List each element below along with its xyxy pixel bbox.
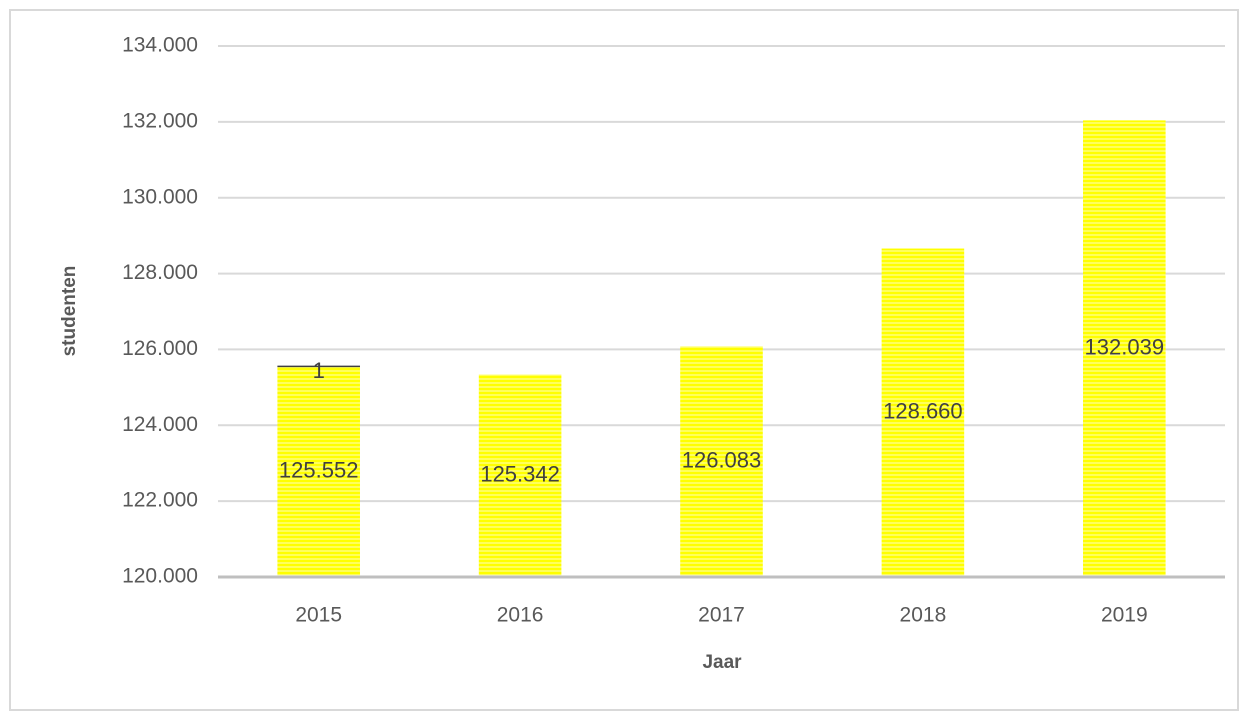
y-tick-label: 134.000 <box>122 34 198 57</box>
x-tick-label: 2019 <box>1101 604 1148 627</box>
value-label: 128.660 <box>883 399 963 424</box>
bar <box>478 374 562 577</box>
bar <box>680 346 763 577</box>
chart-border <box>9 9 1239 711</box>
y-tick-label: 130.000 <box>122 185 198 208</box>
bar <box>1083 120 1166 577</box>
x-tick-label: 2017 <box>698 604 745 627</box>
annotation: 1 <box>313 358 325 383</box>
value-label: 126.083 <box>682 447 762 472</box>
x-tick-label: 2018 <box>900 604 947 627</box>
x-tick-label: 2015 <box>295 604 342 627</box>
y-tick-label: 126.000 <box>122 337 198 360</box>
value-label: 132.039 <box>1085 335 1165 360</box>
value-label: 125.342 <box>480 462 560 487</box>
y-tick-label: 132.000 <box>122 109 198 132</box>
bar <box>277 366 360 577</box>
bar <box>881 248 965 577</box>
y-tick-label: 124.000 <box>122 413 198 436</box>
value-label: 125.552 <box>279 458 359 483</box>
y-axis-title: studenten <box>59 266 80 357</box>
y-tick-label: 122.000 <box>122 489 198 512</box>
y-tick-label: 120.000 <box>122 565 198 588</box>
x-axis-title: Jaar <box>702 652 742 673</box>
y-tick-label: 128.000 <box>122 261 198 284</box>
x-tick-label: 2016 <box>497 604 544 627</box>
